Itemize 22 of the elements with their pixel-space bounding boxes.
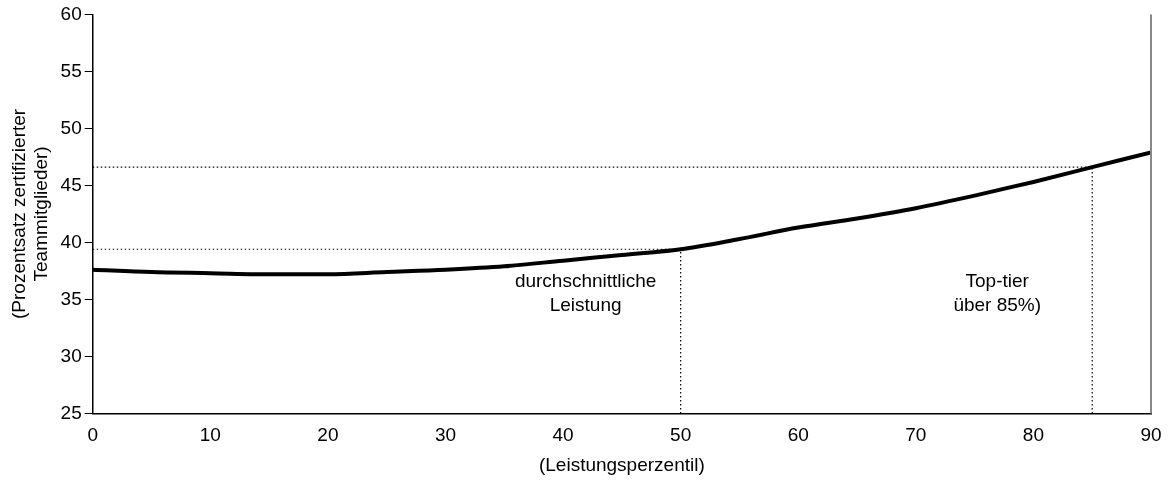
annotation: Top-tier über 85%)	[953, 269, 1042, 315]
x-tick-label: 50	[670, 424, 692, 446]
x-tick-label: 10	[199, 424, 221, 446]
x-tick-label: 70	[905, 424, 927, 446]
x-tick-label: 40	[552, 424, 574, 446]
y-tick-label: 30	[60, 344, 82, 366]
annotation: durchschnittliche Leistung	[514, 269, 657, 315]
y-tick-label: 55	[60, 59, 82, 81]
y-tick-label: 25	[60, 401, 82, 423]
x-tick-label: 30	[434, 424, 457, 446]
y-tick-label: 40	[60, 230, 82, 252]
y-tick-label: 60	[60, 2, 82, 24]
y-axis-title: (Prozentsatz zertifizierter Teammitglieder)	[7, 108, 52, 319]
y-tick-label: 35	[60, 287, 82, 309]
x-tick-label: 80	[1022, 424, 1044, 446]
y-tick-label: 45	[60, 173, 82, 195]
x-tick-label: 60	[787, 424, 809, 446]
x-tick-label: 90	[1140, 424, 1162, 446]
y-tick-label: 50	[60, 116, 82, 138]
x-axis-title: (Leistungsperzentil)	[538, 453, 705, 475]
x-tick-label: 20	[317, 424, 339, 446]
x-tick-label: 0	[87, 424, 99, 446]
